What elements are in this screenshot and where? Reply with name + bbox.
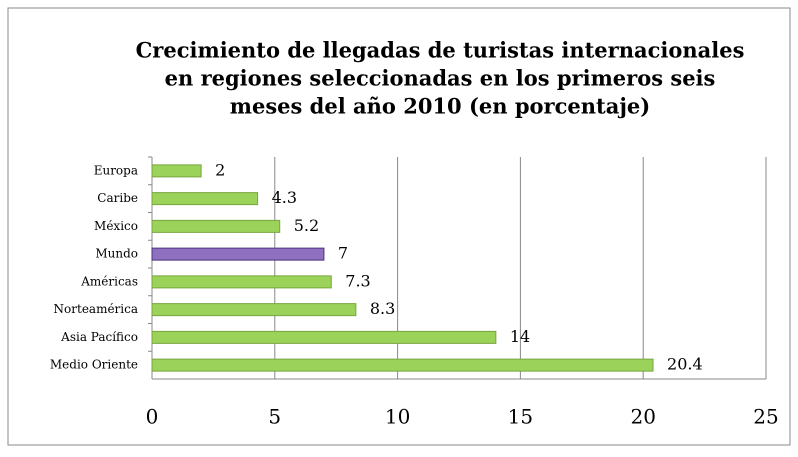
y-tick-label: Américas: [80, 274, 138, 288]
bar: [151, 275, 332, 289]
x-tick-label: 25: [753, 405, 778, 429]
data-label: 2: [215, 160, 225, 179]
data-label: 7.3: [345, 271, 370, 290]
y-tick-label: Mundo: [95, 247, 138, 261]
chart-title: meses del año 2010 (en porcentaje): [230, 94, 650, 119]
data-label: 8.3: [370, 299, 395, 318]
bar: [151, 358, 654, 372]
bar: [151, 330, 497, 344]
data-label: 5.2: [294, 216, 319, 235]
data-label: 4.3: [272, 188, 297, 207]
x-tick-label: 0: [146, 405, 159, 429]
y-tick-label: Caribe: [97, 191, 138, 205]
data-label: 7: [338, 244, 348, 263]
y-tick-label: Norteamérica: [54, 302, 138, 316]
chart-border: [7, 7, 791, 446]
y-tick-label: Europa: [94, 163, 138, 177]
bar: [151, 247, 325, 261]
x-tick-label: 10: [385, 405, 410, 429]
y-tick-label: México: [94, 219, 138, 233]
data-label: 20.4: [667, 355, 703, 374]
chart-title: en regiones seleccionadas en los primero…: [165, 66, 716, 91]
chart-title: Crecimiento de llegadas de turistas inte…: [136, 38, 745, 63]
bar: [151, 164, 202, 178]
y-tick-label: Medio Oriente: [50, 358, 138, 372]
x-tick-label: 20: [630, 405, 655, 429]
y-tick-label: Asia Pacífico: [60, 330, 138, 344]
x-tick-label: 5: [268, 405, 281, 429]
bar: [151, 192, 259, 206]
bar: [151, 303, 357, 317]
data-label: 14: [510, 327, 530, 346]
bar: [151, 219, 281, 233]
x-tick-label: 15: [508, 405, 533, 429]
